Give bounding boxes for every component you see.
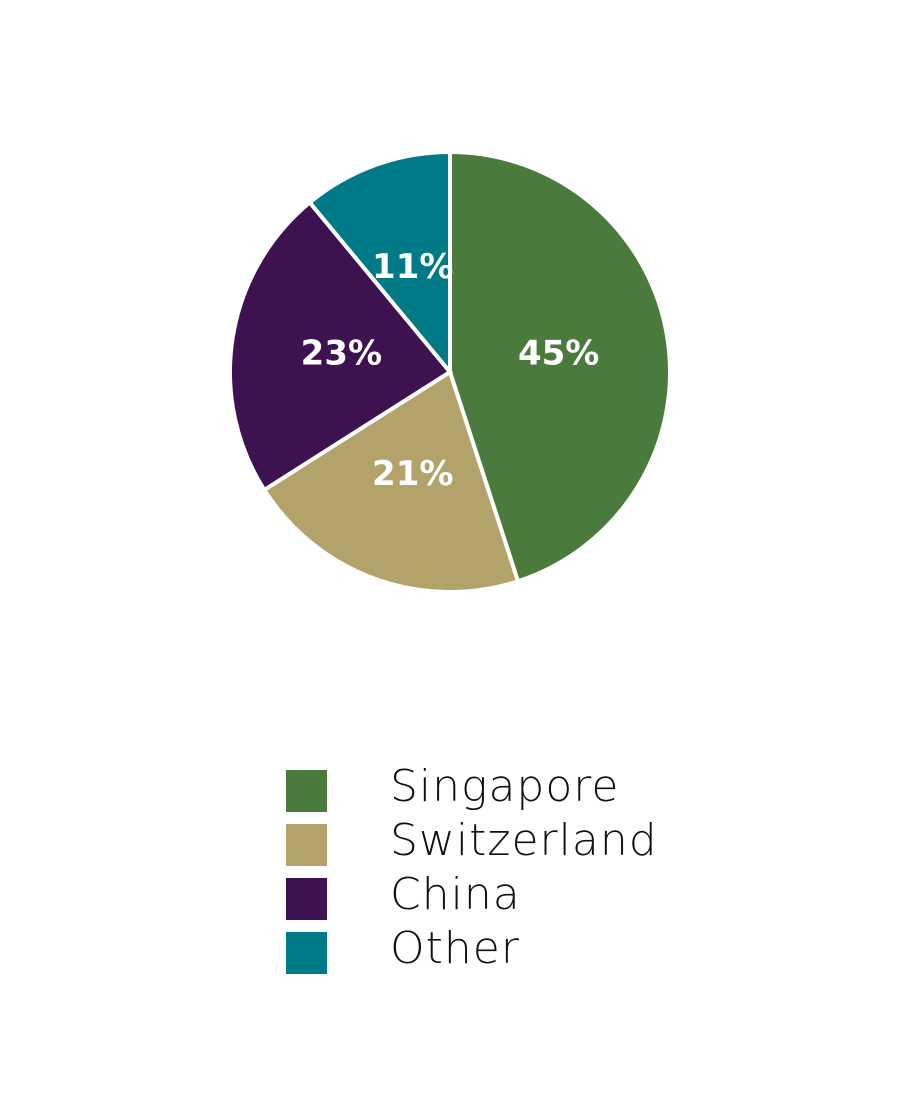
value-label: 11% <box>372 247 453 287</box>
legend-label: China <box>390 869 521 920</box>
pie-slice <box>306 149 452 378</box>
legend-label: Singapore <box>390 761 619 812</box>
legend-swatch <box>286 878 327 920</box>
legend-swatch <box>286 932 327 974</box>
value-label: 23% <box>301 333 382 373</box>
value-label: 45% <box>518 333 599 373</box>
legend-swatch <box>286 824 327 866</box>
legend-swatch <box>286 770 327 812</box>
pie-slice <box>261 368 521 594</box>
pie-slice <box>228 199 453 493</box>
value-label: 21% <box>372 454 453 494</box>
legend-label: Other <box>390 923 520 974</box>
pie-slice <box>448 149 672 584</box>
legend-label: Switzerland <box>390 815 658 866</box>
